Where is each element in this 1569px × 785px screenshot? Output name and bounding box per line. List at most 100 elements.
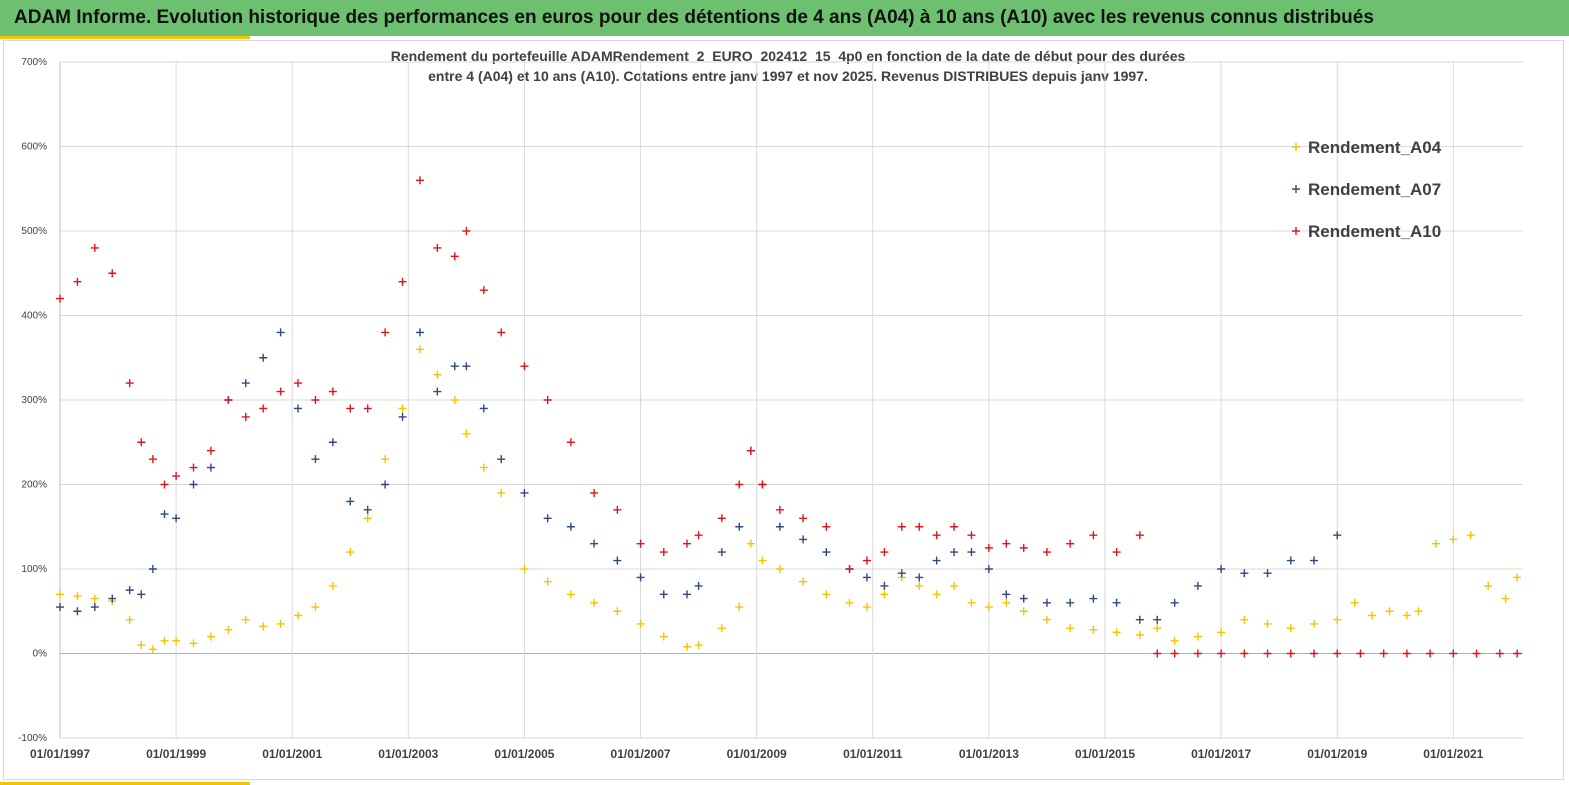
data-point xyxy=(1426,649,1435,658)
data-point xyxy=(799,514,808,523)
legend-marker xyxy=(1292,227,1300,235)
data-point xyxy=(1066,624,1075,633)
data-point xyxy=(1501,594,1510,603)
data-point xyxy=(717,514,726,523)
data-point xyxy=(822,590,831,599)
data-point xyxy=(328,438,337,447)
data-point xyxy=(276,328,285,337)
data-point xyxy=(398,412,407,421)
x-tick-label: 01/01/2013 xyxy=(959,747,1019,761)
data-point xyxy=(590,539,599,548)
data-point xyxy=(950,522,959,531)
y-tick-label: 600% xyxy=(21,142,47,153)
data-point xyxy=(259,622,268,631)
data-point xyxy=(1217,649,1226,658)
axes: 700% 600% 500% 400% 300% 200% 100% 0% -100% 01/01… xyxy=(18,57,1484,761)
data-point xyxy=(311,455,320,464)
data-point xyxy=(1310,556,1318,565)
data-point xyxy=(90,243,99,252)
y-tick-label: 0% xyxy=(33,649,48,660)
data-point xyxy=(746,446,755,455)
data-point xyxy=(90,603,99,612)
data-point xyxy=(1089,594,1098,603)
banner-accent-bar xyxy=(0,36,250,39)
data-point xyxy=(1310,619,1318,628)
data-point xyxy=(735,522,744,531)
data-point xyxy=(462,429,471,438)
data-point xyxy=(613,505,622,514)
data-point xyxy=(224,625,233,634)
data-point xyxy=(206,632,215,641)
data-point xyxy=(148,565,157,573)
data-point xyxy=(1135,615,1144,624)
x-tick-label: 01/01/1999 xyxy=(146,747,206,761)
data-point xyxy=(1263,649,1272,658)
y-tick-label: 500% xyxy=(21,226,47,237)
chart-frame xyxy=(3,40,1564,780)
data-point xyxy=(1310,649,1318,658)
data-point xyxy=(967,598,976,607)
data-point xyxy=(984,565,993,573)
data-point xyxy=(108,594,117,603)
data-point xyxy=(984,543,993,552)
legend: Rendement_A04 Rendement_A07 Rendement_A10 xyxy=(1292,138,1442,241)
x-tick-label: 01/01/2003 xyxy=(378,747,438,761)
data-point xyxy=(462,362,471,371)
data-point xyxy=(520,362,529,371)
gridlines xyxy=(59,61,1523,739)
data-point xyxy=(613,607,622,616)
x-tick-label: 01/01/2015 xyxy=(1075,747,1135,761)
data-point xyxy=(56,294,64,303)
series-a10 xyxy=(56,176,1522,658)
data-point xyxy=(346,497,355,506)
data-point xyxy=(880,590,889,599)
data-point xyxy=(967,531,976,540)
data-point xyxy=(328,387,337,396)
data-point xyxy=(915,573,924,582)
data-point xyxy=(915,522,924,531)
x-tick-label: 01/01/2007 xyxy=(611,747,671,761)
data-point xyxy=(1112,628,1121,637)
data-point xyxy=(497,488,506,497)
data-point xyxy=(497,328,506,337)
data-point xyxy=(172,514,181,523)
data-point xyxy=(381,328,390,337)
data-point xyxy=(775,522,784,531)
data-point xyxy=(241,615,250,624)
data-point xyxy=(1193,632,1202,641)
data-point xyxy=(967,548,976,557)
data-point xyxy=(799,577,808,586)
data-point xyxy=(1066,598,1075,607)
data-point xyxy=(206,446,215,455)
data-point xyxy=(1333,649,1342,658)
data-point xyxy=(822,522,831,531)
data-point xyxy=(694,531,703,540)
data-point xyxy=(1350,598,1359,607)
x-tick-label: 01/01/2005 xyxy=(494,747,554,761)
data-point xyxy=(433,370,442,379)
data-point xyxy=(758,556,767,565)
data-point xyxy=(950,581,959,590)
data-point xyxy=(160,480,169,489)
data-point xyxy=(1019,594,1028,603)
data-point xyxy=(160,636,169,645)
data-point xyxy=(462,227,471,235)
y-tick-label: 400% xyxy=(21,311,47,322)
data-point xyxy=(1193,581,1202,590)
data-point xyxy=(1002,539,1011,548)
data-point xyxy=(1170,636,1179,645)
data-point xyxy=(1019,607,1028,616)
data-point xyxy=(1112,598,1121,607)
data-point xyxy=(189,639,198,648)
data-point xyxy=(984,603,993,612)
data-point xyxy=(1240,569,1249,578)
data-point xyxy=(862,556,871,565)
legend-entry: Rendement_A07 xyxy=(1308,180,1441,199)
data-point xyxy=(1402,611,1411,620)
data-point xyxy=(294,611,303,620)
data-point xyxy=(520,488,529,497)
data-point xyxy=(1263,569,1272,578)
legend-entry: Rendement_A10 xyxy=(1308,222,1441,241)
data-point xyxy=(73,277,82,286)
series-a04 xyxy=(56,345,1522,654)
